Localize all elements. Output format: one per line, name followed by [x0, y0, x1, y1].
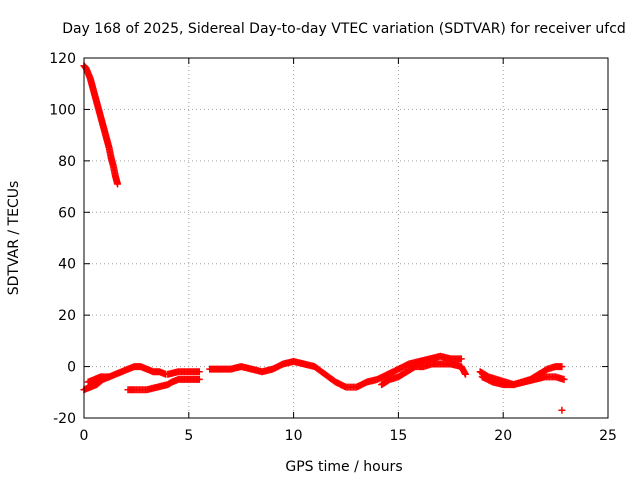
x-tick-label: 0 [80, 428, 89, 444]
x-tick-label: 10 [285, 428, 303, 444]
y-tick-label: -20 [53, 411, 76, 427]
x-tick-label: 20 [494, 428, 512, 444]
data-point [114, 180, 122, 188]
y-tick-label: 0 [67, 360, 76, 376]
y-tick-label: 20 [58, 308, 76, 324]
y-axis-title: SDTVAR / TECUs [6, 181, 22, 296]
data-point [457, 355, 465, 363]
series-track-c [124, 375, 203, 394]
series-track-d [164, 368, 203, 378]
y-tick-label: 120 [49, 51, 76, 67]
x-tick-label: 25 [599, 428, 617, 444]
plot-frame [83, 57, 609, 419]
y-tick-label: 80 [58, 154, 76, 170]
data-point [461, 370, 469, 378]
x-tick-label: 15 [389, 428, 407, 444]
data-point [560, 375, 568, 383]
data-points [80, 62, 568, 414]
series-track-e [206, 352, 465, 391]
data-point [558, 363, 566, 371]
series-early-decline [80, 62, 122, 188]
series-track-b [84, 373, 113, 386]
y-tick-label: 100 [49, 102, 76, 118]
data-point [195, 375, 203, 383]
chart-title: Day 168 of 2025, Sidereal Day-to-day VTE… [62, 21, 626, 37]
y-tick-label: 40 [58, 257, 76, 273]
x-axis-title: GPS time / hours [285, 459, 402, 475]
data-point [558, 406, 566, 414]
series-track-h [478, 373, 568, 389]
data-point [105, 373, 113, 381]
grid [84, 58, 608, 418]
y-tick-label: 60 [58, 205, 76, 221]
series-track-f [378, 360, 469, 389]
x-tick-label: 5 [184, 428, 193, 444]
series-outlier [558, 406, 566, 414]
data-point [195, 368, 203, 376]
